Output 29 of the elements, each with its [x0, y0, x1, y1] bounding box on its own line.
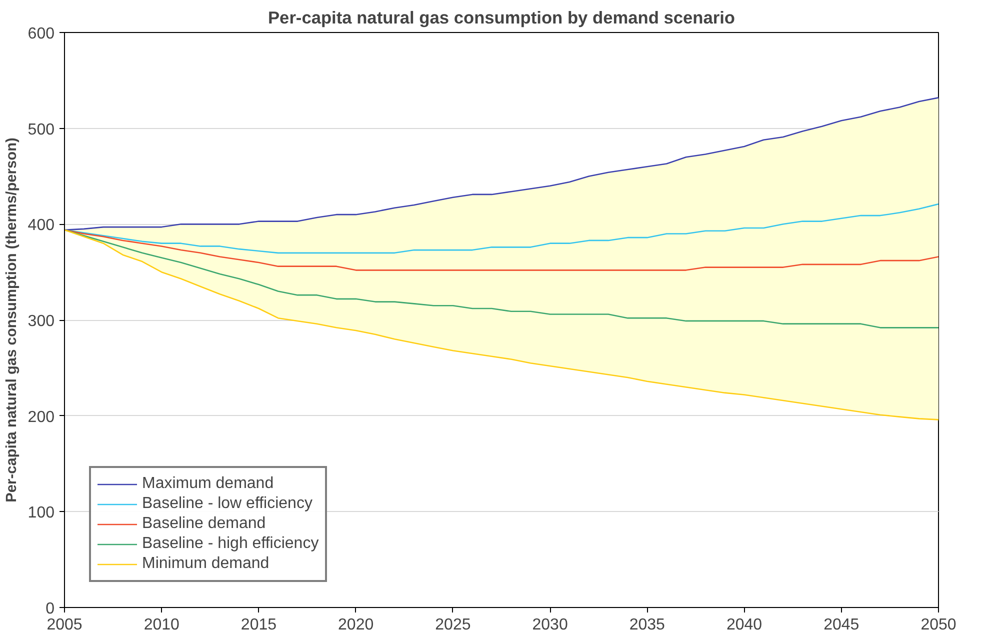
x-tick-label: 2010: [144, 616, 180, 634]
line-series: [64, 203, 938, 254]
y-tick-label: 0: [46, 600, 55, 618]
legend-label: Maximum demand: [142, 475, 274, 493]
legend-label: Baseline - high efficiency: [142, 535, 319, 553]
x-tick-label: 2015: [240, 616, 277, 634]
y-tick-label: 300: [28, 313, 55, 330]
y-tick-label: 200: [28, 408, 55, 426]
y-axis-title: Per-capita natural gas consumption (therms/person): [4, 137, 20, 502]
line-series: [64, 97, 938, 231]
x-tick-label: 2030: [532, 616, 568, 634]
x-tick-label: 2050: [920, 616, 956, 634]
line-series: [64, 229, 938, 328]
x-tick-label: 2045: [824, 616, 860, 634]
y-tick-label: 100: [28, 504, 55, 522]
legend-label: Baseline demand: [142, 515, 266, 533]
legend-label: Baseline - low efficiency: [142, 495, 312, 513]
x-tick-label: 2005: [46, 616, 82, 634]
line-series: [64, 229, 938, 420]
legend-label: Minimum demand: [142, 555, 270, 573]
y-tick-label: 500: [28, 121, 55, 138]
chart-title: Per-capita natural gas consumption by demand scenario: [268, 8, 736, 28]
line-series: [64, 229, 938, 271]
y-tick-label: 600: [28, 26, 55, 42]
x-tick-label: 2025: [435, 616, 471, 634]
x-tick-label: 2020: [338, 616, 374, 634]
x-tick-label: 2040: [726, 616, 762, 634]
x-tick-label: 2035: [629, 616, 666, 634]
y-tick-label: 400: [28, 217, 55, 234]
